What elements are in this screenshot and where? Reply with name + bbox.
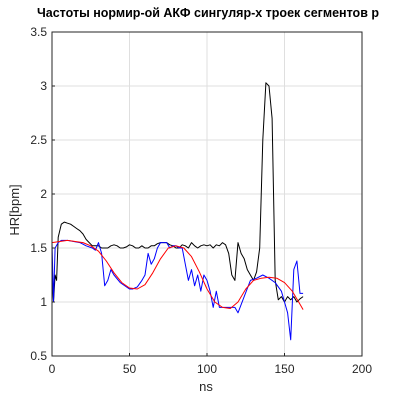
x-tick-label: 50 bbox=[123, 362, 137, 376]
x-tick-label: 0 bbox=[49, 362, 56, 376]
series-line-1 bbox=[51, 82, 304, 303]
y-tick-label: 1.5 bbox=[30, 241, 47, 255]
y-axis: 0.5 1 1.5 2 2.5 3 3.5 bbox=[30, 25, 55, 363]
series-group bbox=[51, 82, 304, 341]
y-tick-label: 3 bbox=[40, 79, 47, 93]
y-tick-label: 2 bbox=[40, 187, 47, 201]
series-line-3 bbox=[51, 239, 304, 310]
chart-title: Частоты нормир-ой АКФ сингуляр-х троек с… bbox=[37, 6, 379, 20]
y-tick-label: 2.5 bbox=[30, 133, 47, 147]
x-tick-label: 100 bbox=[197, 362, 217, 376]
y-tick-label: 3.5 bbox=[30, 25, 47, 39]
y-axis-label: HR[bpm] bbox=[7, 184, 22, 235]
grid bbox=[51, 31, 363, 357]
y-tick-label: 0.5 bbox=[30, 349, 47, 363]
x-tick-label: 150 bbox=[274, 362, 294, 376]
x-axis: 0 50 100 150 200 bbox=[49, 353, 372, 376]
x-axis-label: ns bbox=[199, 379, 213, 394]
y-tick-label: 1 bbox=[40, 295, 47, 309]
x-tick-label: 200 bbox=[352, 362, 372, 376]
series-line-2 bbox=[51, 239, 304, 341]
